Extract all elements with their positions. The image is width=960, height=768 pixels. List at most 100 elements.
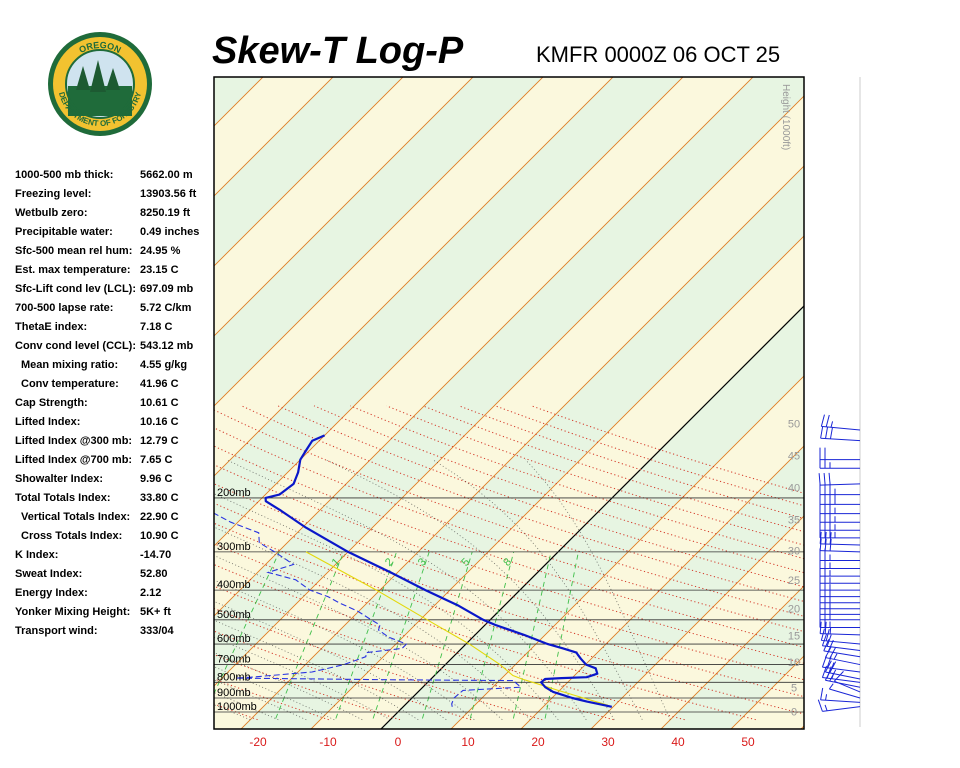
wind-barb [818, 472, 861, 486]
stat-label: Showalter Index: [15, 473, 104, 485]
stat-label: Conv temperature: [21, 378, 119, 390]
stat-label: Cap Strength: [15, 397, 88, 409]
stat-value: 22.90 C [140, 511, 179, 523]
wind-barb [819, 518, 860, 531]
moist-adiabat [214, 679, 307, 721]
stat-row: Showalter Index: 9.96 C [15, 473, 215, 492]
stat-value: 13903.56 ft [140, 188, 197, 200]
mixing-ratio-line [512, 551, 552, 719]
isotherm [214, 77, 334, 197]
sounding-stats-panel: 1000-500 mb thick: 5662.00 m Freezing leve… [15, 169, 215, 644]
stat-row: Lifted Index: 10.16 C [15, 416, 215, 435]
stat-row: Total Totals Index: 33.80 C [15, 492, 215, 511]
pressure-label: 600mb [217, 633, 251, 645]
isotherm [214, 77, 544, 407]
pressure-label: 900mb [217, 687, 251, 699]
stat-value: 0.49 inches [140, 226, 200, 238]
stat-value: 10.16 C [140, 416, 179, 428]
height-tick-label: 45 [788, 450, 800, 462]
mixing-ratio-line [275, 551, 345, 719]
wind-barb [819, 501, 860, 515]
stat-label: 700-500 lapse rate: [15, 302, 114, 314]
wind-barb [820, 628, 861, 645]
stat-row: Mean mixing ratio: 4.55 g/kg [15, 359, 215, 378]
dry-adiabat [214, 585, 614, 721]
moist-adiabat [325, 459, 615, 720]
isotherm [214, 77, 474, 337]
stat-row: 700-500 lapse rate: 5.72 C/km [15, 302, 215, 321]
stat-value: 543.12 mb [140, 340, 194, 352]
x-tick-label: 20 [531, 735, 545, 749]
isotherm [214, 77, 684, 547]
wind-barbs [817, 414, 861, 712]
stat-label: 1000-500 mb thick: [15, 169, 114, 181]
stat-row: Transport wind: 333/04 [15, 625, 215, 644]
stat-row: Conv cond level (CCL): 543.12 mb [15, 340, 215, 359]
stat-row: 1000-500 mb thick: 5662.00 m [15, 169, 215, 188]
stat-label: Conv cond level (CCL): [15, 340, 137, 352]
dry-adiabat [214, 464, 804, 664]
pressure-label: 1000mb [217, 701, 257, 713]
stat-value: 2.12 [140, 587, 162, 599]
stat-value: 4.55 g/kg [140, 359, 188, 371]
moist-adiabat [226, 459, 587, 720]
wind-barb [828, 683, 861, 699]
station-time-label: KMFR 0000Z 06 OCT 25 [536, 42, 781, 67]
stat-row: Yonker Mixing Height: 5K+ ft [15, 606, 215, 625]
x-tick-label: 0 [395, 735, 402, 749]
isotherm [240, 165, 804, 729]
wind-barb [820, 426, 861, 442]
stat-row: Freezing level: 13903.56 ft [15, 188, 215, 207]
x-tick-label: 10 [461, 735, 475, 749]
stat-value: 33.80 C [140, 492, 179, 504]
stat-row: Sfc-500 mean rel hum: 24.95 % [15, 245, 215, 264]
stat-value: 7.18 C [140, 321, 173, 333]
stat-row: Vertical Totals Index: 22.90 C [15, 511, 215, 530]
pressure-label: 500mb [217, 609, 251, 621]
moist-adiabat [214, 636, 391, 721]
stat-label: Est. max temperature: [15, 264, 131, 276]
isotherm [590, 515, 804, 729]
stat-value: 5.72 C/km [140, 302, 192, 314]
stat-value: 24.95 % [140, 245, 181, 257]
dry-adiabat [214, 607, 543, 721]
stat-label: ThetaE index: [15, 321, 88, 333]
stat-label: Sweat Index: [15, 568, 83, 580]
stat-label: Sfc-Lift cond lev (LCL): [15, 283, 136, 295]
mixing-ratio-line [214, 551, 280, 695]
stat-label: Freezing level: [15, 188, 92, 200]
dry-adiabat [214, 502, 804, 698]
stat-label: Lifted Index @300 mb: [15, 435, 133, 447]
height-tick-label: 20 [788, 603, 800, 615]
stat-value: -14.70 [140, 549, 172, 561]
wind-barb [819, 538, 861, 553]
wind-barb [819, 578, 860, 591]
stat-row: Sfc-Lift cond lev (LCL): 697.09 mb [15, 283, 215, 302]
temperature-trace [264, 434, 613, 708]
stat-value: 41.96 C [140, 378, 179, 390]
height-tick-label: 35 [788, 514, 800, 526]
stat-label: Total Totals Index: [15, 492, 111, 504]
stat-label: Yonker Mixing Height: [15, 606, 131, 618]
logo-text-top: OREGON [77, 40, 122, 55]
wind-barb [819, 447, 860, 461]
pressure-label: 300mb [217, 541, 251, 553]
plot-frame [213, 76, 805, 730]
height-tick-label: 25 [788, 575, 800, 587]
height-tick-label: 50 [788, 418, 800, 430]
svg-text:OREGON: OREGON [77, 40, 122, 55]
stat-label: Cross Totals Index: [21, 530, 123, 542]
wind-barb [819, 556, 860, 570]
height-tick-label: 10 [788, 657, 800, 669]
isotherm [214, 77, 614, 477]
stat-value: 8250.19 ft [140, 207, 191, 219]
stat-value: 52.80 [140, 568, 168, 580]
stat-label: Precipitable water: [15, 226, 113, 238]
stat-row: Lifted Index @300 mb: 12.79 C [15, 435, 215, 454]
wind-barb [819, 564, 860, 577]
stat-row: Conv temperature: 41.96 C [15, 378, 215, 397]
stat-label: Wetbulb zero: [15, 207, 88, 219]
x-tick-label: 50 [741, 735, 755, 749]
isotherm [520, 445, 804, 729]
wind-barb [817, 699, 861, 712]
